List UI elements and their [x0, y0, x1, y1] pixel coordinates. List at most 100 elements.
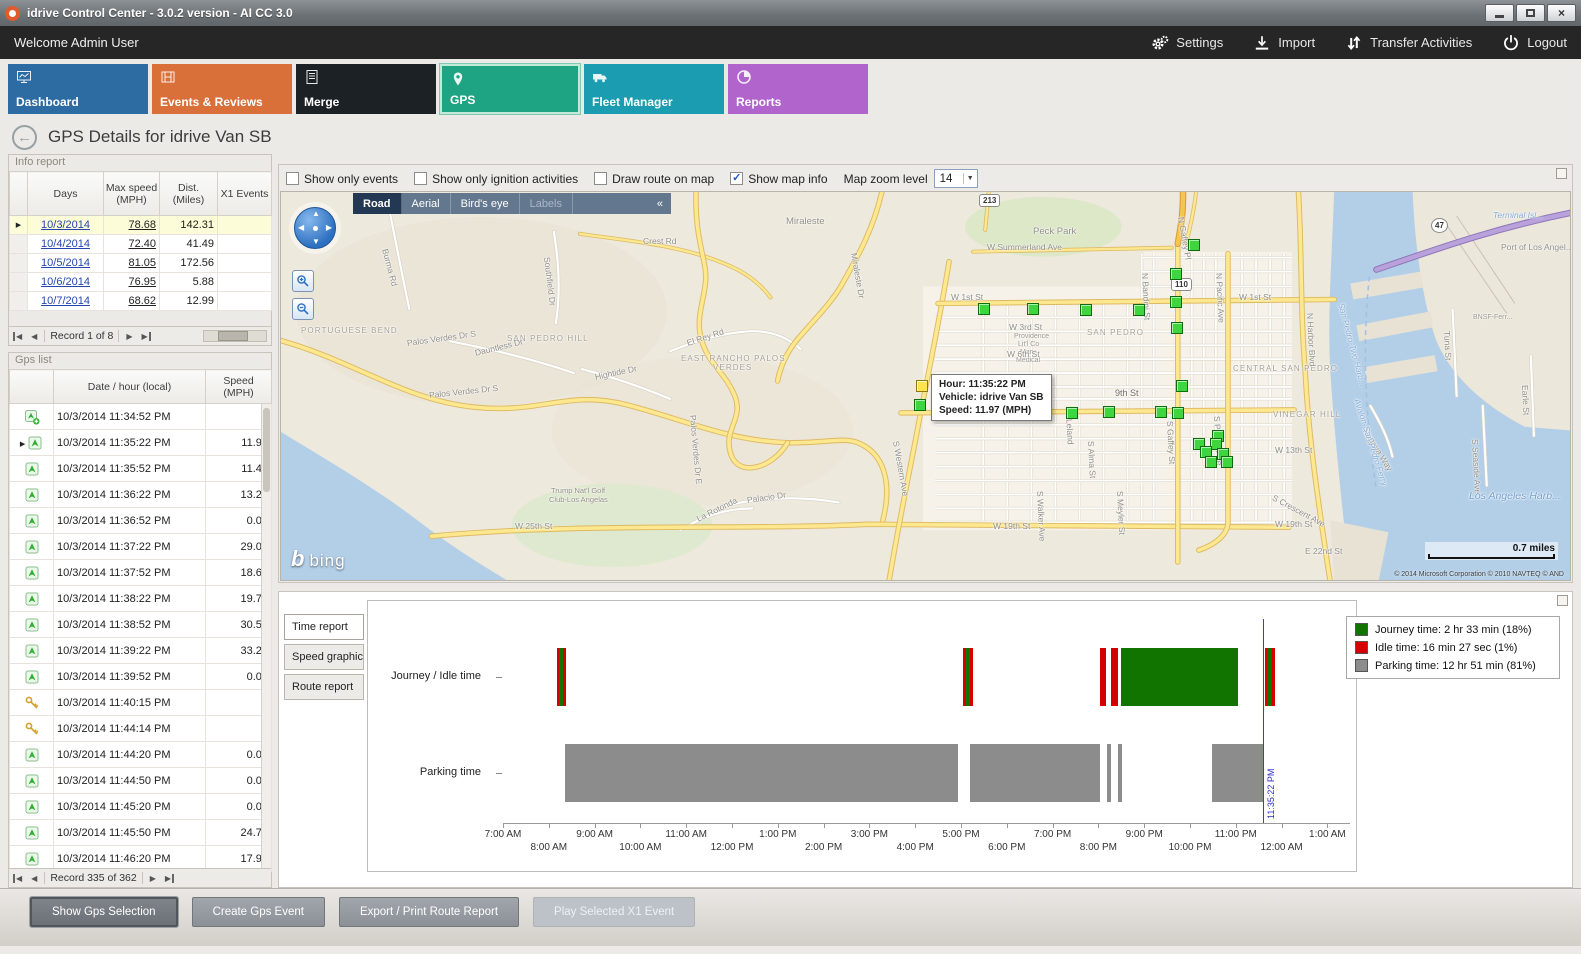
close-button[interactable]: ×	[1547, 4, 1576, 22]
max-speed-link[interactable]: 78.68	[128, 219, 156, 231]
list-item[interactable]: 10/3/2014 11:37:52 PM 18.63	[9, 559, 272, 586]
list-item[interactable]: 10/3/2014 11:45:50 PM 24.75	[9, 819, 272, 846]
nav-tab-merge[interactable]: Merge	[296, 64, 436, 114]
table-row[interactable]: 10/4/2014 72.40 41.49	[9, 234, 272, 254]
gps-marker-icon[interactable]	[1221, 456, 1233, 468]
tab-route-report[interactable]: Route report	[284, 674, 364, 700]
list-item[interactable]: 10/3/2014 11:46:20 PM 17.93	[9, 845, 272, 872]
nav-tab-events-reviews[interactable]: Events & Reviews	[152, 64, 292, 114]
time-cursor[interactable]	[1262, 619, 1264, 823]
back-button[interactable]: ←	[12, 124, 37, 150]
checkbox-draw-route-on-map[interactable]: Draw route on map	[594, 172, 714, 186]
map-view-road[interactable]: Road	[353, 193, 402, 214]
list-item[interactable]: 10/3/2014 11:44:50 PM 0.00	[9, 767, 272, 794]
scrollbar-thumb[interactable]	[218, 331, 248, 341]
day-link[interactable]: 10/5/2014	[41, 257, 90, 269]
max-speed-link[interactable]: 68.62	[128, 295, 156, 307]
day-link[interactable]: 10/6/2014	[41, 276, 90, 288]
checkbox-show-only-ignition-activities[interactable]: Show only ignition activities	[414, 172, 578, 186]
table-row[interactable]: 10/7/2014 68.62 12.99	[9, 291, 272, 311]
list-item[interactable]: 10/3/2014 11:45:20 PM 0.00	[9, 793, 272, 820]
action-import[interactable]: Import	[1253, 34, 1315, 52]
table-row[interactable]: 10/6/2014 76.95 5.88	[9, 272, 272, 292]
gps-marker-icon[interactable]	[1205, 456, 1217, 468]
map-zoom-select[interactable]: 14 ▼	[933, 169, 978, 188]
action-transfer-activities[interactable]: Transfer Activities	[1345, 34, 1472, 52]
gps-marker-icon[interactable]	[1170, 296, 1182, 308]
gps-marker-icon[interactable]	[1210, 438, 1222, 450]
list-item[interactable]: 10/3/2014 11:39:52 PM 0.00	[9, 663, 272, 690]
list-item[interactable]: 10/3/2014 11:38:52 PM 30.55	[9, 611, 272, 638]
show-gps-selection-button[interactable]: Show Gps Selection	[30, 897, 178, 927]
gps-marker-icon[interactable]	[1080, 304, 1092, 316]
tab-time-report[interactable]: Time report	[284, 614, 364, 640]
list-item[interactable]: 10/3/2014 11:34:52 PM	[9, 403, 272, 430]
day-link[interactable]: 10/7/2014	[41, 295, 90, 307]
max-speed-link[interactable]: 81.05	[128, 257, 156, 269]
first-record-icon[interactable]: ◀	[13, 873, 24, 883]
day-link[interactable]: 10/4/2014	[41, 238, 90, 250]
list-item[interactable]: 10/3/2014 11:36:52 PM 0.00	[9, 507, 272, 534]
list-item[interactable]: 10/3/2014 11:39:22 PM 33.21	[9, 637, 272, 664]
scrollbar-thumb[interactable]	[263, 408, 270, 492]
gps-marker-icon[interactable]	[1133, 304, 1145, 316]
checkbox-show-map-info[interactable]: ✓ Show map info	[730, 172, 828, 186]
list-item[interactable]: 10/3/2014 11:37:22 PM 29.05	[9, 533, 272, 560]
tab-speed-graphic[interactable]: Speed graphic	[284, 644, 364, 670]
horizontal-scrollbar[interactable]	[203, 330, 267, 342]
minimize-button[interactable]	[1485, 4, 1514, 22]
list-item[interactable]: 10/3/2014 11:36:22 PM 13.28	[9, 481, 272, 508]
gps-marker-icon[interactable]	[914, 399, 926, 411]
map-view-aerial[interactable]: Aerial	[402, 193, 451, 214]
collapse-map-menu-button[interactable]: «	[656, 197, 663, 210]
vertical-scrollbar[interactable]	[261, 404, 271, 868]
gps-marker-icon[interactable]	[1027, 303, 1039, 315]
map-zoom-in-button[interactable]	[292, 270, 314, 292]
map-canvas[interactable]: Road Aerial Bird's eye Labels « ▲ ▼ ◀ ▶	[280, 191, 1571, 581]
gps-marker-icon[interactable]	[1066, 407, 1078, 419]
export-print-route-report-button[interactable]: Export / Print Route Report	[338, 897, 520, 927]
map-compass-control[interactable]: ▲ ▼ ◀ ▶	[289, 202, 341, 254]
list-item[interactable]: 10/3/2014 11:40:15 PM	[9, 689, 272, 716]
nav-tab-dashboard[interactable]: Dashboard	[8, 64, 148, 114]
nav-tab-gps[interactable]: GPS	[440, 64, 580, 114]
max-speed-link[interactable]: 76.95	[128, 276, 156, 288]
map-view-labels[interactable]: Labels	[520, 193, 573, 214]
last-record-icon[interactable]: ▶	[140, 331, 151, 341]
checkbox-show-only-events[interactable]: Show only events	[286, 172, 398, 186]
selected-gps-marker-icon[interactable]	[916, 380, 928, 392]
first-record-icon[interactable]: ◀	[13, 331, 24, 341]
collapse-panel-icon[interactable]	[1556, 168, 1567, 179]
create-gps-event-button[interactable]: Create Gps Event	[191, 897, 325, 927]
gps-marker-icon[interactable]	[1170, 268, 1182, 280]
gps-marker-icon[interactable]	[1103, 406, 1115, 418]
action-settings[interactable]: Settings	[1151, 34, 1223, 52]
map-view-bird-s-eye[interactable]: Bird's eye	[451, 193, 520, 214]
gps-marker-icon[interactable]	[1188, 239, 1200, 251]
collapse-panel-icon[interactable]	[1557, 595, 1568, 606]
table-row[interactable]: 10/5/2014 81.05 172.56	[9, 253, 272, 273]
action-logout[interactable]: Logout	[1502, 34, 1567, 52]
nav-tab-reports[interactable]: Reports	[728, 64, 868, 114]
gps-marker-icon[interactable]	[1155, 406, 1167, 418]
list-item[interactable]: ▶ 10/3/2014 11:35:22 PM 11.97	[9, 429, 272, 456]
gps-marker-icon[interactable]	[1176, 380, 1188, 392]
list-item[interactable]: 10/3/2014 11:44:14 PM	[9, 715, 272, 742]
table-row[interactable]: ▶ 10/3/2014 78.68 142.31	[9, 215, 272, 235]
prev-record-icon[interactable]: ◀	[31, 873, 38, 883]
gps-marker-icon[interactable]	[1171, 322, 1183, 334]
map-zoom-out-button[interactable]	[292, 298, 314, 320]
list-item[interactable]: 10/3/2014 11:35:52 PM 11.47	[9, 455, 272, 482]
max-speed-link[interactable]: 72.40	[128, 238, 156, 250]
day-link[interactable]: 10/3/2014	[41, 219, 90, 231]
next-record-icon[interactable]: ▶	[126, 331, 133, 341]
gps-marker-icon[interactable]	[978, 303, 990, 315]
gps-marker-icon[interactable]	[1172, 407, 1184, 419]
next-record-icon[interactable]: ▶	[149, 873, 156, 883]
list-item[interactable]: 10/3/2014 11:44:20 PM 0.00	[9, 741, 272, 768]
last-record-icon[interactable]: ▶	[163, 873, 175, 883]
maximize-button[interactable]	[1516, 4, 1545, 22]
nav-tab-fleet-manager[interactable]: Fleet Manager	[584, 64, 724, 114]
list-item[interactable]: 10/3/2014 11:38:22 PM 19.70	[9, 585, 272, 612]
prev-record-icon[interactable]: ◀	[31, 331, 38, 341]
